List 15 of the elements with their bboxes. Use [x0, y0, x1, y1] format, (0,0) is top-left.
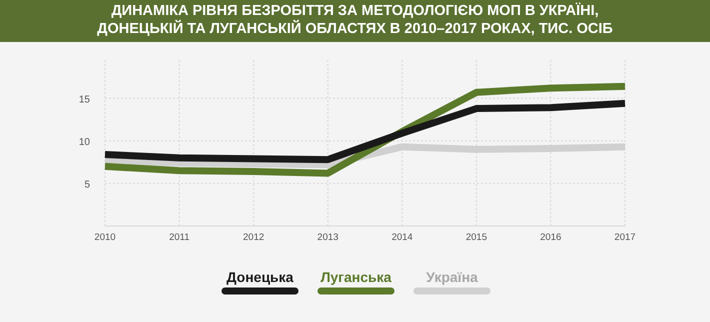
text: Луганська [320, 269, 392, 285]
x-tick-label: 2016 [540, 232, 562, 243]
x-tick-label: 2014 [392, 232, 413, 243]
text: Донецька [226, 269, 294, 285]
y-tick-label: 10 [78, 136, 90, 148]
x-tick-label: 2017 [614, 232, 636, 243]
x-tick-label: 2011 [169, 232, 190, 243]
x-tick-label: 2015 [466, 232, 487, 243]
x-tick-label: 2013 [317, 232, 338, 243]
x-tick-label: 2012 [243, 232, 264, 243]
y-tick-label: 15 [78, 94, 90, 106]
y-tick-label: 5 [84, 179, 90, 190]
chart-title: ДИНАМІКА РІВНЯ БЕЗРОБІТТЯ ЗА МЕТОДОЛОГІЄЮ МОП В УКРАЇНІ, ДОНЕЦЬКІЙ ТА ЛУГАНСЬКІЙ ОБЛАСТЯХ В 2010–2017 РОКАХ, ТИС. ОСІБ [97, 2, 613, 37]
x-tick-label: 2010 [94, 232, 116, 243]
text: Україна [426, 269, 478, 285]
